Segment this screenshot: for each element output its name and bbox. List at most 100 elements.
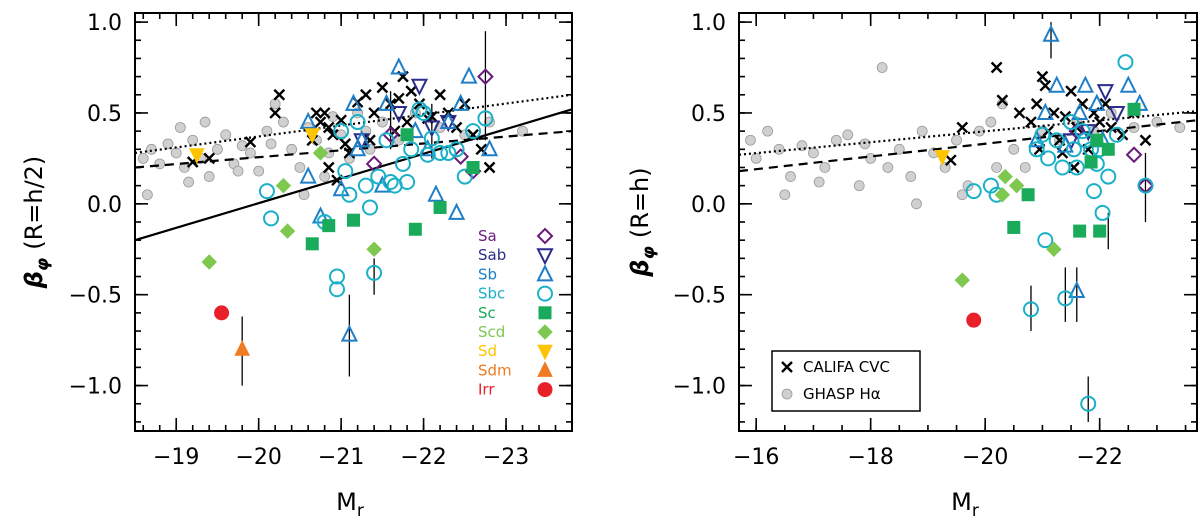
- legend-marker-sd: [537, 344, 553, 361]
- x-axis-label-right: Mr: [951, 488, 979, 521]
- point-scd: [275, 177, 292, 194]
- y-tick-label: −0.5: [69, 284, 122, 309]
- x-tick-label: −19: [153, 445, 199, 470]
- point-sc: [1007, 220, 1021, 234]
- point-sc: [1021, 188, 1035, 202]
- point-califa: [339, 138, 352, 150]
- point-sc: [1090, 133, 1104, 147]
- right-panel: Mr βφ (R=h) −16 −18 −20 −22 1.0 0.5 0.0 −0.5 −1.0…: [626, 11, 1198, 521]
- legend-marker-sbc: [537, 285, 553, 302]
- x-tick-label: −21: [318, 445, 364, 470]
- point-ghasp: [916, 125, 928, 137]
- point-ghasp: [212, 143, 223, 155]
- point-califa: [405, 85, 418, 97]
- point-sbc: [378, 132, 395, 149]
- point-ghasp: [220, 129, 232, 141]
- point-sc: [1101, 142, 1115, 156]
- legend-marker-sab: [536, 248, 554, 266]
- point-scd: [997, 168, 1013, 185]
- point-sb: [373, 175, 391, 193]
- point-irr: [214, 305, 230, 321]
- point-sbc: [1074, 123, 1091, 140]
- point-califa: [944, 154, 957, 167]
- point-sc: [347, 213, 360, 227]
- point-sbc: [258, 183, 275, 200]
- point-califa: [1036, 70, 1049, 83]
- point-irr: [966, 312, 982, 328]
- point-sc: [305, 237, 319, 251]
- point-sbc: [419, 146, 436, 163]
- plot-area-right: [739, 22, 1197, 422]
- point-ghasp: [265, 138, 277, 150]
- point-sbc: [1028, 141, 1045, 158]
- point-sc: [466, 160, 480, 174]
- y-tick-label: 0.0: [87, 193, 122, 218]
- legend-marker-irr: [537, 382, 553, 398]
- point-scd: [1008, 177, 1025, 194]
- point-sc: [400, 128, 414, 142]
- x-tick-label: −20: [962, 445, 1008, 470]
- legend-marker-sa: [536, 227, 554, 245]
- point-sbc: [329, 281, 346, 298]
- point-ghasp: [232, 165, 244, 177]
- point-sb: [427, 184, 445, 202]
- x-axis-label-sub-left: r: [357, 501, 364, 521]
- point-sbc: [432, 144, 449, 161]
- legend-marker-califa: [781, 361, 793, 373]
- point-sbc: [399, 174, 416, 191]
- point-califa: [990, 61, 1003, 74]
- point-ghasp: [278, 116, 289, 128]
- y-tick-label: 0.0: [691, 193, 726, 218]
- y-label-phi-right: φ: [639, 246, 659, 259]
- legend-label-sab: Sab: [478, 246, 506, 264]
- point-sb: [439, 111, 457, 130]
- point-scd: [312, 145, 329, 161]
- point-sbc: [1054, 159, 1071, 176]
- point-califa: [996, 94, 1009, 107]
- point-ghasp: [183, 176, 194, 188]
- point-ghasp: [893, 143, 905, 155]
- y-tick-label: 0.5: [87, 102, 122, 127]
- point-ghasp: [376, 116, 388, 128]
- legend-label-sc: Sc: [478, 304, 496, 322]
- point-sb: [332, 179, 350, 197]
- point-ghasp: [174, 122, 186, 133]
- point-sbc: [382, 174, 399, 191]
- point-sbc: [1085, 183, 1102, 200]
- legend-label-sa: Sa: [478, 227, 497, 245]
- point-sb: [299, 166, 317, 184]
- fit-line-dotted: [739, 110, 1197, 156]
- x-tick-label: −18: [847, 445, 893, 470]
- point-sbc: [361, 199, 378, 216]
- point-califa: [368, 107, 380, 119]
- point-sc: [1084, 155, 1098, 169]
- point-ghasp: [808, 147, 819, 159]
- point-scd: [994, 187, 1011, 203]
- point-califa: [956, 121, 969, 134]
- x-tick-label: −16: [733, 445, 779, 470]
- point-califa: [1025, 116, 1037, 128]
- legend-label-scd: Scd: [478, 323, 505, 341]
- legend-label-sbc: Sbc: [478, 285, 505, 303]
- point-califa: [360, 88, 372, 101]
- x-tick-label: −23: [483, 445, 529, 470]
- point-sbc: [357, 177, 374, 194]
- point-sbc: [1100, 168, 1117, 185]
- point-sb: [1042, 24, 1060, 42]
- point-sbc: [448, 141, 465, 158]
- point-sb: [1076, 75, 1094, 93]
- point-ghasp: [819, 162, 831, 173]
- x-tick-label: −20: [235, 445, 281, 470]
- point-sbc: [1037, 232, 1054, 249]
- point-sb: [390, 57, 408, 75]
- point-sb: [344, 93, 363, 111]
- point-ghasp: [199, 116, 211, 128]
- point-ghasp: [785, 171, 796, 182]
- point-ghasp: [187, 134, 199, 146]
- point-sa: [1125, 146, 1143, 164]
- point-califa: [1093, 116, 1106, 128]
- legend-marker-scd: [537, 324, 553, 340]
- y-axis-label-left: βφ (R=h/2): [20, 156, 53, 290]
- point-sb: [353, 129, 371, 148]
